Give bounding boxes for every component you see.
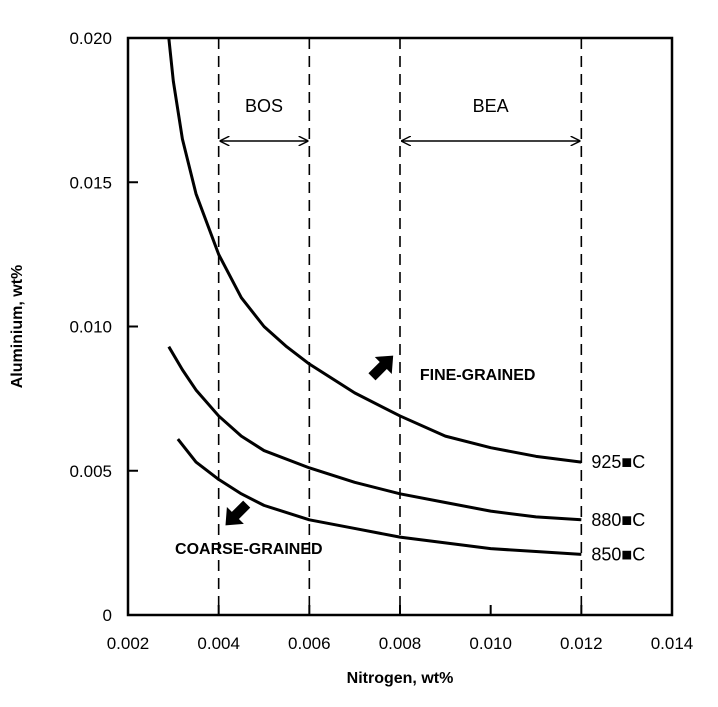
region-guides: BOS BEA: [217, 38, 583, 615]
curve-label: 925■C: [591, 452, 645, 472]
curve-line: [176, 438, 582, 556]
region-label: BEA: [473, 96, 509, 116]
x-tick-label: 0.004: [197, 634, 240, 653]
annotations: FINE-GRAINED COARSE-GRAINED: [175, 355, 536, 558]
y-tick-label: 0.020: [69, 29, 112, 48]
y-axis: 0 0.005 0.010 0.015 0.020: [69, 29, 138, 625]
curve-line: [167, 37, 582, 464]
annotation-label: FINE-GRAINED: [420, 367, 536, 384]
y-tick-label: 0.015: [69, 173, 112, 192]
curve-line: [167, 345, 582, 522]
curve-label: 880■C: [591, 510, 645, 530]
curve-label: 850■C: [591, 544, 645, 564]
x-tick-label: 0.012: [560, 634, 603, 653]
x-tick-label: 0.014: [651, 634, 694, 653]
curves: 925■C 880■C 850■C: [167, 37, 645, 564]
annotation-label: COARSE-GRAINED: [175, 541, 323, 558]
x-tick-label: 0.010: [469, 634, 512, 653]
x-axis: 0.002 0.004 0.006 0.008 0.010 0.012 0.014: [107, 605, 694, 653]
annotation-arrow: [225, 500, 251, 526]
y-axis-title: Aluminium, wt%: [9, 265, 26, 389]
y-tick-label: 0: [103, 606, 112, 625]
x-tick-label: 0.008: [379, 634, 422, 653]
x-tick-label: 0.006: [288, 634, 331, 653]
x-axis-title: Nitrogen, wt%: [347, 670, 454, 687]
region-label: BOS: [245, 96, 283, 116]
annotation-arrow: [368, 355, 394, 381]
x-tick-label: 0.002: [107, 634, 150, 653]
y-tick-label: 0.005: [69, 462, 112, 481]
y-tick-label: 0.010: [69, 318, 112, 337]
